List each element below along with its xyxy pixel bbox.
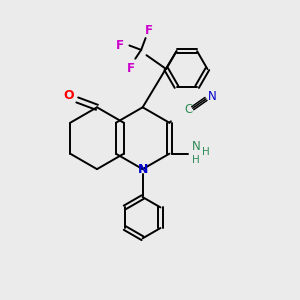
Text: N: N: [208, 90, 216, 103]
Text: N: N: [191, 140, 200, 153]
Text: F: F: [145, 24, 153, 37]
Text: F: F: [127, 62, 135, 75]
Text: F: F: [116, 39, 124, 52]
Text: H: H: [192, 155, 200, 165]
Text: N: N: [137, 163, 148, 176]
Text: H: H: [202, 147, 209, 157]
Text: C: C: [185, 103, 193, 116]
Text: O: O: [63, 89, 74, 102]
